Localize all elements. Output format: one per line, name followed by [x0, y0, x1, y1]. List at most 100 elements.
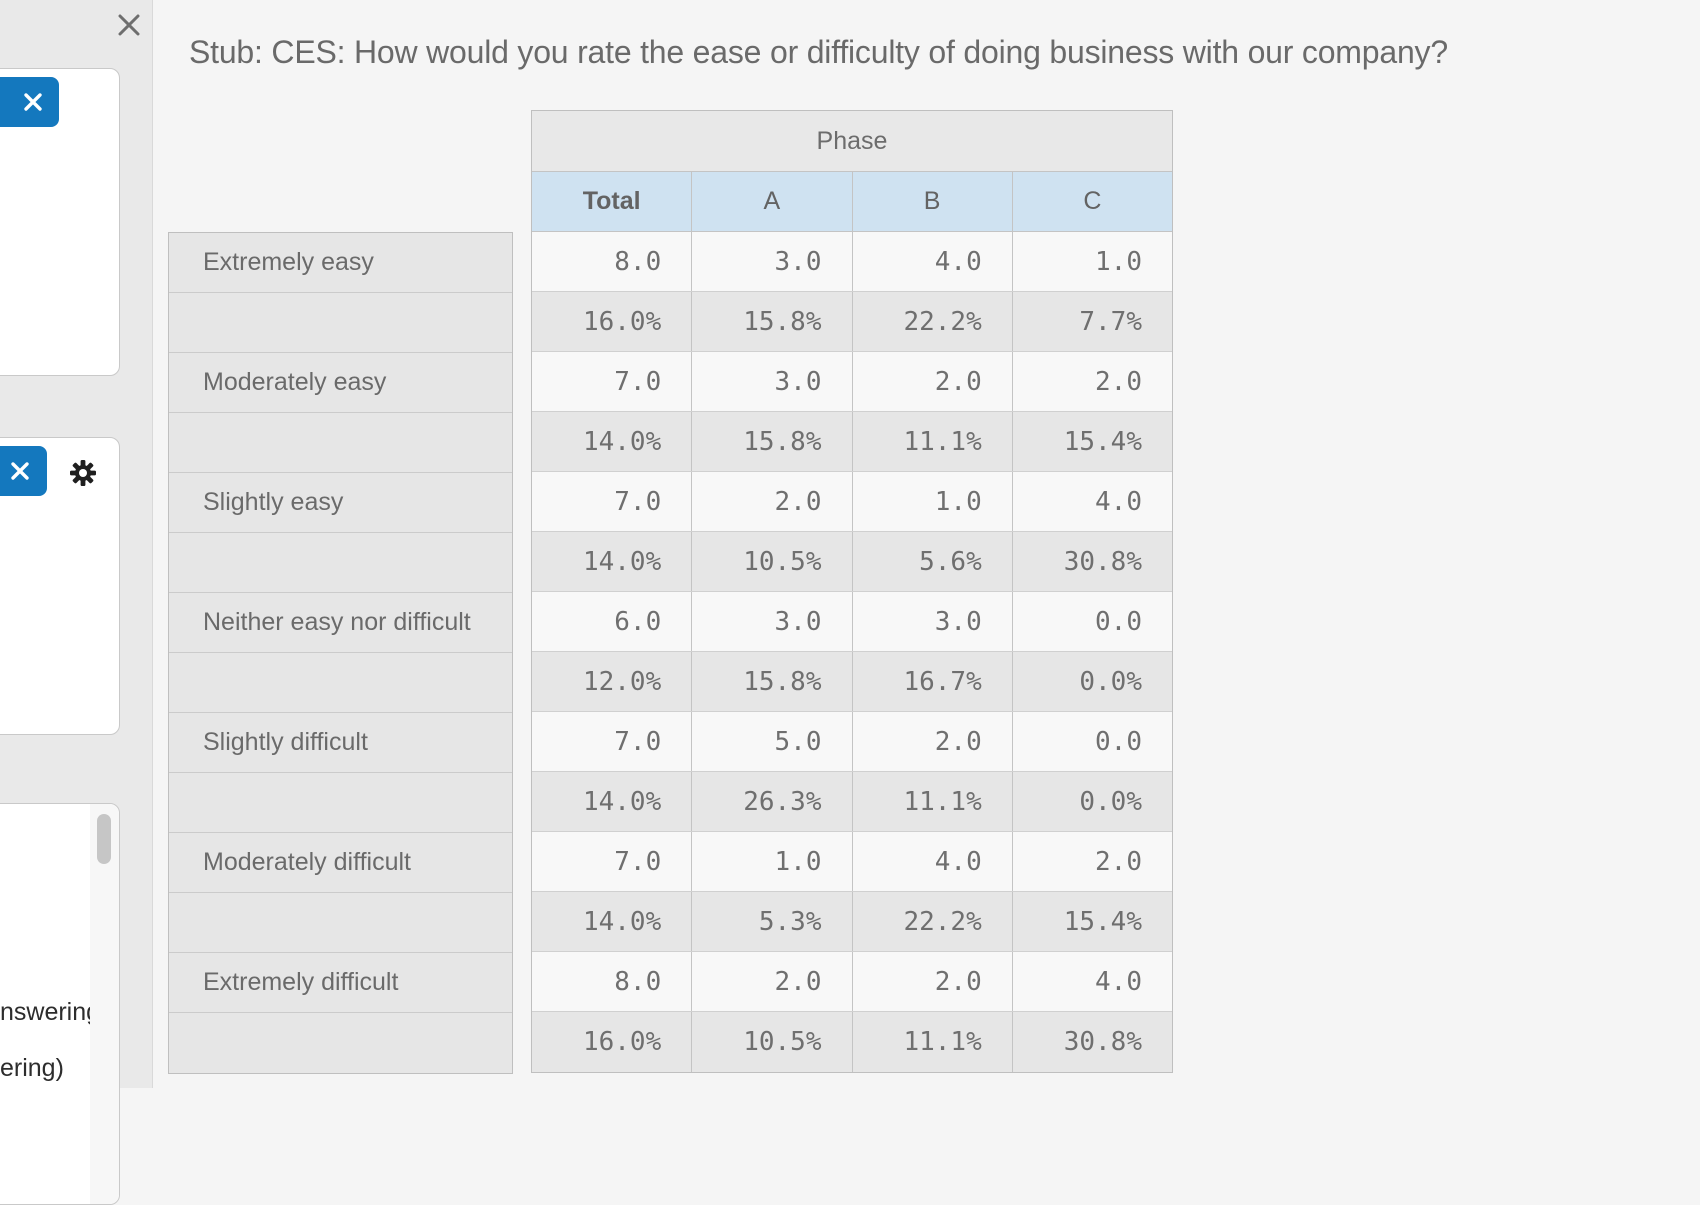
percent-cell: 0.0% — [1079, 786, 1142, 817]
percent-cell: 14.0% — [532, 412, 693, 471]
stub-label-cell: Slightly easy — [169, 473, 512, 533]
stub-row-label: Slightly easy — [203, 488, 344, 516]
left-panel: nswering ering) — [0, 0, 153, 1205]
count-cell: 3.0 — [692, 592, 853, 651]
count-row: 7.0 3.0 2.0 2.0 — [532, 352, 1172, 412]
percent-cell: 7.7% — [1079, 306, 1142, 337]
stub-row-label: Extremely easy — [203, 248, 374, 276]
close-icon — [24, 93, 42, 111]
count-cell: 4.0 — [853, 832, 1013, 891]
column-header-a: A — [692, 172, 853, 231]
stub-empty-cell — [169, 773, 512, 833]
count-cell: 2.0 — [1095, 846, 1142, 877]
percent-row: 14.0% 10.5% 5.6% 30.8% — [532, 532, 1172, 592]
panel-card-2 — [0, 437, 120, 735]
stub-column: Extremely easy Moderately easy Slightly … — [168, 232, 513, 1074]
count-cell: 0.0 — [1095, 606, 1142, 637]
percent-cell: 26.3% — [692, 772, 853, 831]
count-cell: 7.0 — [532, 352, 693, 411]
column-header-b: B — [853, 172, 1013, 231]
column-header-row: Total A B C — [532, 172, 1172, 232]
remove-button[interactable] — [0, 446, 47, 496]
count-cell: 5.0 — [692, 712, 853, 771]
count-row: 8.0 2.0 2.0 4.0 — [532, 952, 1172, 1012]
percent-cell: 15.8% — [692, 292, 853, 351]
count-row: 8.0 3.0 4.0 1.0 — [532, 232, 1172, 292]
scrollbar-thumb[interactable] — [97, 814, 111, 864]
banner-header: Phase — [532, 111, 1172, 172]
stub-label-cell: Slightly difficult — [169, 713, 512, 773]
page-title: Stub: CES: How would you rate the ease o… — [189, 34, 1448, 70]
percent-cell: 22.2% — [853, 292, 1013, 351]
stub-label-cell: Neither easy nor difficult — [169, 593, 512, 653]
gear-icon[interactable] — [70, 460, 96, 486]
percent-cell: 15.4% — [1063, 426, 1142, 457]
scrollbar-track[interactable] — [90, 804, 119, 1204]
column-header-total: Total — [532, 172, 693, 231]
count-cell: 8.0 — [532, 232, 693, 291]
percent-cell: 11.1% — [853, 1012, 1013, 1072]
count-cell: 0.0 — [1095, 726, 1142, 757]
stub-label-cell: Extremely easy — [169, 233, 512, 293]
percent-cell: 5.6% — [853, 532, 1013, 591]
count-cell: 1.0 — [1095, 246, 1142, 277]
percent-row: 14.0% 5.3% 22.2% 15.4% — [532, 892, 1172, 952]
stub-row-label: Extremely difficult — [203, 968, 399, 996]
count-cell: 7.0 — [532, 712, 693, 771]
card-scroll-content: nswering ering) — [0, 804, 90, 1204]
count-cell: 4.0 — [853, 232, 1013, 291]
stub-empty-cell — [169, 533, 512, 593]
stub-empty-cell — [169, 893, 512, 953]
banner-label: Phase — [816, 126, 888, 155]
stub-label-cell: Moderately easy — [169, 353, 512, 413]
percent-cell: 30.8% — [1063, 1027, 1142, 1057]
count-cell: 7.0 — [532, 472, 693, 531]
stub-empty-cell — [169, 413, 512, 473]
remove-button[interactable] — [0, 77, 59, 127]
percent-row: 16.0% 15.8% 22.2% 7.7% — [532, 292, 1172, 352]
close-icon — [118, 14, 140, 36]
percent-cell: 15.4% — [1063, 906, 1142, 937]
count-cell: 2.0 — [692, 952, 853, 1011]
stub-empty-cell — [169, 293, 512, 353]
panel-close-icon[interactable] — [115, 11, 143, 39]
count-cell: 4.0 — [1095, 486, 1142, 517]
percent-row: 16.0% 10.5% 11.1% 30.8% — [532, 1012, 1172, 1072]
count-cell: 2.0 — [692, 472, 853, 531]
clipped-text-line: nswering — [0, 998, 90, 1026]
percent-cell: 10.5% — [692, 1012, 853, 1072]
stub-label-cell: Extremely difficult — [169, 953, 512, 1013]
percent-cell: 22.2% — [853, 892, 1013, 951]
percent-row: 12.0% 15.8% 16.7% 0.0% — [532, 652, 1172, 712]
count-cell: 2.0 — [1095, 366, 1142, 397]
panel-card-3: nswering ering) — [0, 803, 120, 1205]
crosstab-table: Phase Total A B C 8.0 3.0 4.0 1.0 16.0% … — [531, 110, 1173, 1073]
percent-cell: 16.7% — [853, 652, 1013, 711]
stub-row-label: Neither easy nor difficult — [203, 608, 471, 636]
stub-row-label: Slightly difficult — [203, 728, 368, 756]
percent-cell: 12.0% — [532, 652, 693, 711]
percent-row: 14.0% 26.3% 11.1% 0.0% — [532, 772, 1172, 832]
percent-cell: 14.0% — [532, 532, 693, 591]
percent-cell: 15.8% — [692, 652, 853, 711]
count-cell: 8.0 — [532, 952, 693, 1011]
count-cell: 1.0 — [853, 472, 1013, 531]
percent-cell: 0.0% — [1079, 666, 1142, 697]
count-cell: 3.0 — [853, 592, 1013, 651]
count-row: 7.0 1.0 4.0 2.0 — [532, 832, 1172, 892]
percent-cell: 15.8% — [692, 412, 853, 471]
clipped-text-line: ering) — [0, 1054, 64, 1082]
close-icon — [11, 462, 29, 480]
count-row: 7.0 2.0 1.0 4.0 — [532, 472, 1172, 532]
count-cell: 3.0 — [692, 232, 853, 291]
percent-cell: 30.8% — [1063, 546, 1142, 577]
count-cell: 2.0 — [853, 352, 1013, 411]
percent-row: 14.0% 15.8% 11.1% 15.4% — [532, 412, 1172, 472]
panel-card-1 — [0, 68, 120, 376]
count-cell: 2.0 — [853, 712, 1013, 771]
stub-row-label: Moderately easy — [203, 368, 387, 396]
percent-cell: 16.0% — [532, 1012, 693, 1072]
percent-cell: 11.1% — [853, 412, 1013, 471]
count-cell: 2.0 — [853, 952, 1013, 1011]
percent-cell: 5.3% — [692, 892, 853, 951]
